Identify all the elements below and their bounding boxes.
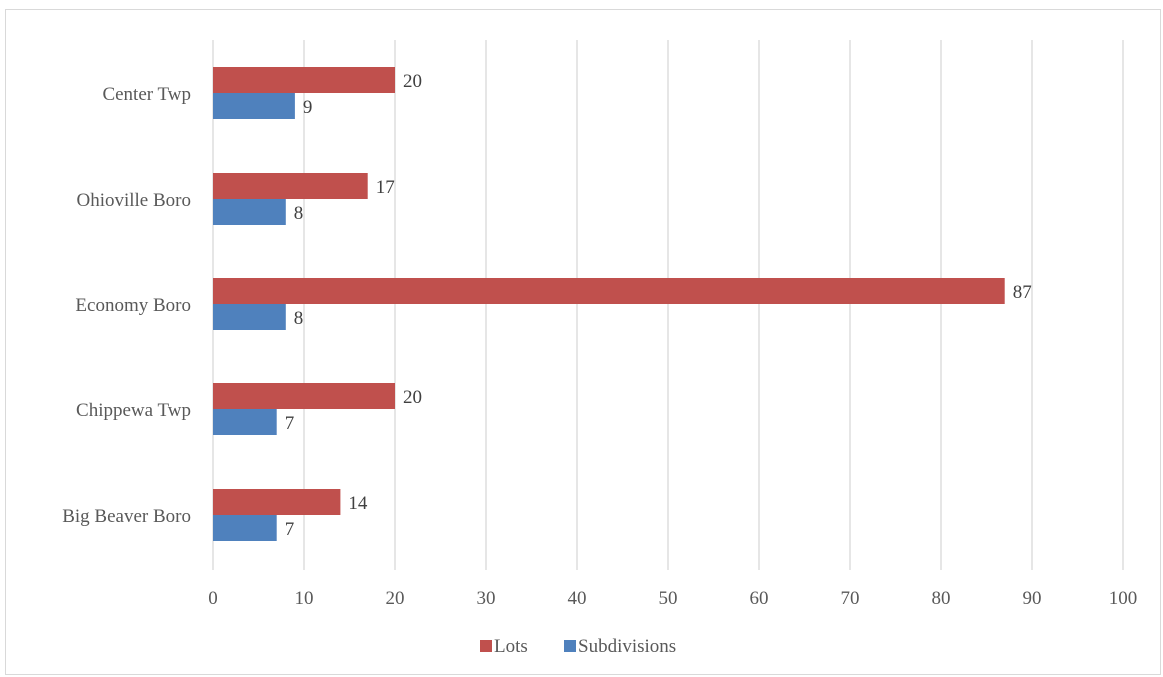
x-tick-label-60: 60	[750, 588, 769, 609]
bar-lots-big-beaver-boro	[213, 489, 341, 515]
gridlines	[212, 40, 1124, 570]
chart-frame	[5, 9, 1161, 675]
data-label-lots-big-beaver-boro: 14	[348, 493, 368, 514]
bar-lots-chippewa-twp	[213, 383, 395, 409]
x-tick-label-70: 70	[841, 588, 860, 609]
bar-lots-economy-boro	[213, 278, 1005, 304]
data-label-subdivisions-center-twp: 9	[303, 97, 313, 118]
bar-lots-ohioville-boro	[213, 173, 368, 199]
data-label-lots-chippewa-twp: 20	[403, 387, 422, 408]
legend-label-subdivisions: Subdivisions	[578, 636, 676, 657]
x-tick-label-40: 40	[568, 588, 587, 609]
x-tick-label-20: 20	[386, 588, 405, 609]
data-label-subdivisions-economy-boro: 8	[294, 308, 304, 329]
x-tick-label-10: 10	[295, 588, 314, 609]
legend-swatch-lots	[480, 640, 492, 652]
value-axis: 0 10 20 30 40 50 60 70 80 90 100	[208, 588, 1137, 609]
x-tick-label-30: 30	[477, 588, 496, 609]
bar-subdivisions-economy-boro	[213, 304, 286, 330]
data-labels: 20 9 17 8 87 8 20 7 14 7	[285, 71, 1032, 540]
x-tick-label-50: 50	[659, 588, 678, 609]
bars	[213, 67, 1005, 541]
legend-label-lots: Lots	[494, 636, 528, 657]
legend-swatch-subdivisions	[564, 640, 576, 652]
legend: Lots Subdivisions	[480, 636, 676, 657]
bar-subdivisions-chippewa-twp	[213, 409, 277, 435]
category-label-chippewa-twp: Chippewa Twp	[76, 400, 191, 421]
data-label-lots-center-twp: 20	[403, 71, 422, 92]
bar-subdivisions-center-twp	[213, 93, 295, 119]
category-label-center-twp: Center Twp	[102, 84, 191, 105]
data-label-lots-ohioville-boro: 17	[376, 177, 395, 198]
category-label-economy-boro: Economy Boro	[75, 295, 191, 316]
bar-lots-center-twp	[213, 67, 395, 93]
x-tick-label-90: 90	[1023, 588, 1042, 609]
data-label-subdivisions-big-beaver-boro: 7	[285, 519, 295, 540]
bar-subdivisions-big-beaver-boro	[213, 515, 277, 541]
data-label-lots-economy-boro: 87	[1013, 282, 1032, 303]
category-label-big-beaver-boro: Big Beaver Boro	[62, 506, 191, 527]
bar-subdivisions-ohioville-boro	[213, 199, 286, 225]
x-tick-label-0: 0	[208, 588, 218, 609]
x-tick-label-80: 80	[932, 588, 951, 609]
category-label-ohioville-boro: Ohioville Boro	[76, 190, 191, 211]
data-label-subdivisions-ohioville-boro: 8	[294, 203, 304, 224]
data-label-subdivisions-chippewa-twp: 7	[285, 413, 295, 434]
category-axis: Center Twp Ohioville Boro Economy Boro Chip…	[62, 84, 191, 527]
x-tick-label-100: 100	[1109, 588, 1138, 609]
